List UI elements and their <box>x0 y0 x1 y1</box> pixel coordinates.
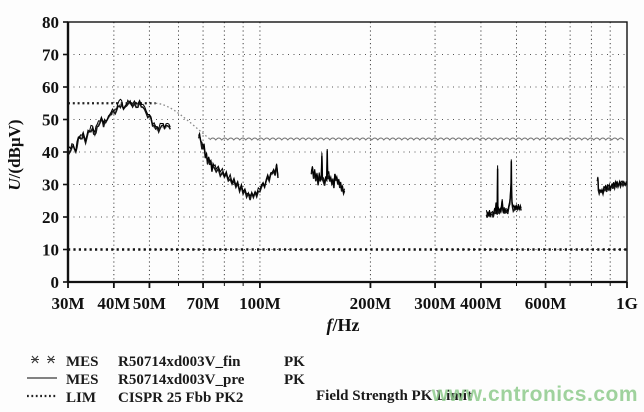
mes-fin-trace <box>67 99 171 155</box>
mes-fin-trace <box>197 133 279 201</box>
x-axis-title: f/Hz <box>327 315 360 335</box>
legend-kind: MES <box>66 371 99 388</box>
y-tick-label-20: 20 <box>42 208 59 227</box>
watermark-text: www.cntronics.com <box>431 383 638 406</box>
x-tick-label-30M: 30M <box>51 294 84 313</box>
x-tick-label-200M: 200M <box>350 294 392 313</box>
x-tick-label-40M: 40M <box>97 294 130 313</box>
asterisk-markers-icon <box>24 353 66 372</box>
legend-row-lim: LIM CISPR 25 Fbb PK2 <box>24 389 284 407</box>
dotted-line-icon <box>24 389 66 408</box>
mes-fin-trace-fuzz <box>310 148 345 194</box>
y-axis-title: U/(dBµV) <box>5 119 24 190</box>
x-tick-label-70M: 70M <box>187 294 220 313</box>
y-tick-label-30: 30 <box>42 176 59 195</box>
legend-detector: PK <box>284 371 305 388</box>
y-tick-label-60: 60 <box>42 78 59 97</box>
legend-kind: MES <box>66 353 99 370</box>
legend-row-mes-fin: MES R50714xd003V_fin PK <box>24 353 305 371</box>
mes-fin-trace-fuzz <box>485 159 522 216</box>
x-tick-label-50M: 50M <box>133 294 166 313</box>
mes-pre-trace <box>198 133 279 201</box>
plot-border <box>67 21 628 283</box>
mes-fin-trace-fuzz <box>67 98 171 152</box>
mes-fin-trace-fuzz <box>198 131 279 198</box>
legend-trace-name: R50714xd003V_pre <box>118 371 245 388</box>
x-tick-label-1G: 1G <box>616 294 638 313</box>
solid-line-icon <box>24 371 66 390</box>
field-strength-limit-ripple <box>209 137 625 141</box>
legend-limit-name: CISPR 25 Fbb PK2 <box>118 389 244 406</box>
field-strength-limit-arc <box>155 102 211 140</box>
legend-kind: LIM <box>66 389 96 406</box>
y-tick-label-80: 80 <box>42 13 59 32</box>
y-tick-label-0: 0 <box>51 273 60 292</box>
x-tick-label-100M: 100M <box>239 294 281 313</box>
mes-fin-trace-fuzz <box>596 176 628 193</box>
legend-trace-name: R50714xd003V_fin <box>118 353 241 370</box>
mes-fin-trace <box>596 178 628 197</box>
y-tick-label-70: 70 <box>42 46 59 65</box>
legend-detector: PK <box>284 353 305 370</box>
legend-row-mes-pre: MES R50714xd003V_pre PK <box>24 371 305 389</box>
x-tick-label-400M: 400M <box>460 294 502 313</box>
field-strength-limit-label: Field Strength PK Limit <box>316 388 472 404</box>
x-tick-label-300M: 300M <box>414 294 456 313</box>
y-tick-label-40: 40 <box>42 143 59 162</box>
y-tick-label-50: 50 <box>42 111 59 130</box>
x-tick-label-600M: 600M <box>525 294 567 313</box>
y-tick-label-10: 10 <box>42 241 59 260</box>
